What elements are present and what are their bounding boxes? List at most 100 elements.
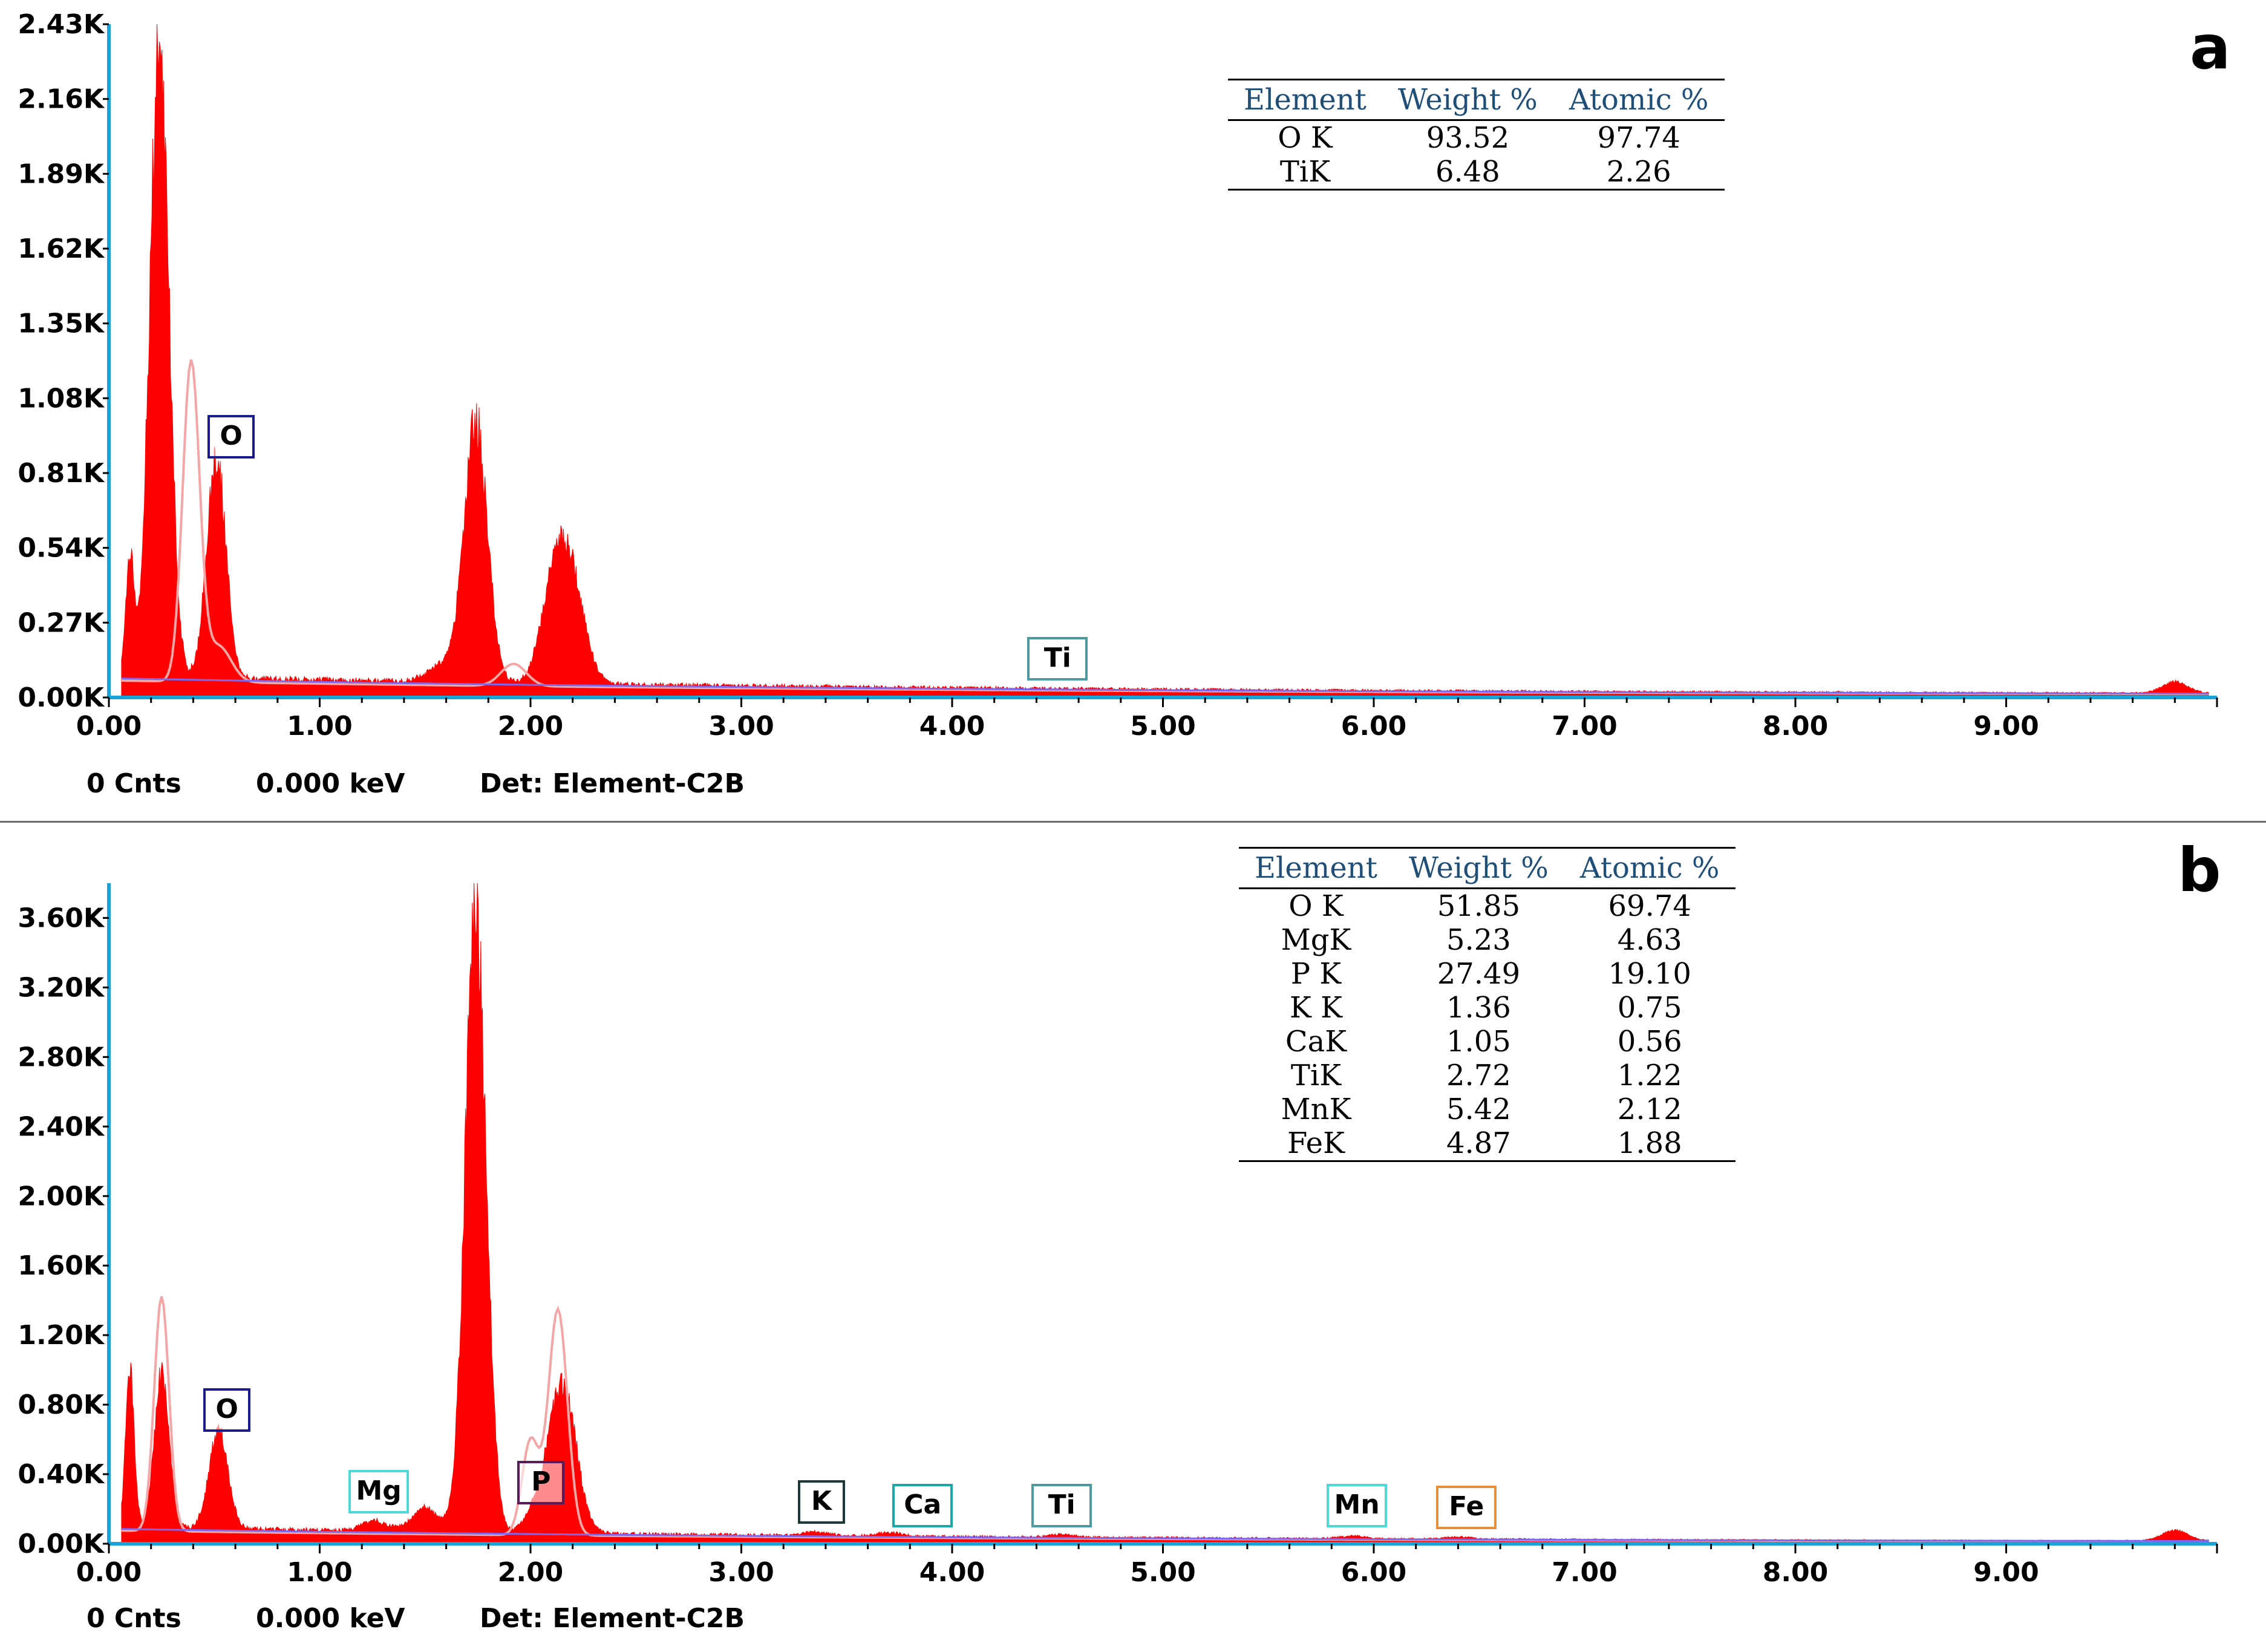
table-row: TiK 2.72 1.22 (1239, 1059, 1735, 1092)
table-cell-atomic: 4.63 (1617, 923, 1682, 957)
table-cell-element: MgK (1281, 923, 1351, 957)
x-tick-label: 6.00 (1341, 711, 1407, 742)
panel-label-b: b (2178, 835, 2221, 906)
table-cell-element: K K (1289, 991, 1342, 1025)
spectrum-background-line (121, 1528, 2209, 1543)
spectrum-panel-b: 0.00K 0.40K 0.80K 1.20K 1.60K 2.00K 2.40K 2.80K… (0, 829, 2266, 1652)
element-marker-ti: Ti (1027, 636, 1088, 681)
table-cell-atomic: 19.10 (1608, 957, 1691, 991)
element-marker-ti: Ti (1031, 1483, 1092, 1527)
x-tick-label: 2.00 (498, 711, 564, 742)
table-row: TiK 6.48 2.26 (1228, 155, 1725, 191)
table-cell-atomic: 0.75 (1617, 991, 1682, 1025)
x-tick-label: 3.00 (708, 711, 774, 742)
table-row: O K 51.85 69.74 (1239, 889, 1735, 924)
y-tick-label: 0.81K (18, 458, 105, 489)
element-marker-p: P (517, 1461, 565, 1505)
x-tick-label: 0.00 (76, 1557, 142, 1588)
table-cell-weight: 1.36 (1446, 991, 1511, 1025)
x-tick-label: 0.00 (76, 711, 142, 742)
x-tick-label: 7.00 (1552, 711, 1618, 742)
element-marker-mg: Mg (348, 1469, 410, 1513)
table-header-weight: Weight % (1393, 847, 1564, 889)
y-tick-label: 1.60K (18, 1250, 105, 1281)
y-tick-label: 2.43K (18, 9, 105, 40)
status-energy-a: 0.000 keV (256, 768, 405, 799)
table-cell-atomic: 69.74 (1608, 889, 1691, 923)
composition-table-b: Element Weight % Atomic % O K 51.85 69.7… (1239, 847, 1735, 1162)
table-cell-weight: 27.49 (1437, 957, 1521, 991)
table-cell-atomic: 1.22 (1617, 1059, 1682, 1092)
spectrum-fit-line (121, 359, 2209, 696)
table-cell-atomic: 2.12 (1617, 1092, 1682, 1126)
y-tick-label: 0.40K (18, 1459, 105, 1490)
element-marker-mn: Mn (1327, 1483, 1388, 1527)
table-row: P K 27.49 19.10 (1239, 957, 1735, 991)
element-marker-o: O (203, 1388, 251, 1432)
x-tick-label: 4.00 (919, 1557, 985, 1588)
x-tick-label: 1.00 (287, 1557, 353, 1588)
table-header-element: Element (1228, 79, 1382, 121)
status-counts-b: 0 Cnts (87, 1603, 181, 1634)
y-tick-label: 2.16K (18, 84, 105, 115)
status-energy-b: 0.000 keV (256, 1603, 405, 1634)
table-cell-element: P K (1290, 957, 1342, 991)
table-row: O K 93.52 97.74 (1228, 120, 1725, 155)
table-cell-element: O K (1288, 889, 1344, 923)
element-marker-o: O (207, 415, 255, 459)
table-cell-atomic: 2.26 (1553, 155, 1725, 191)
table-cell-atomic: 0.56 (1617, 1025, 1682, 1059)
spectrum-fill (121, 883, 2209, 1544)
table-cell-element: O K (1278, 121, 1333, 155)
x-tick-label: 5.00 (1130, 711, 1196, 742)
status-detector-a: Det: Element-C2B (480, 768, 745, 799)
spectrum-chart-a: 0.00K 0.27K 0.54K 0.81K 1.08K 1.35K 1.62K 1.89K… (18, 9, 2218, 742)
status-counts-a: 0 Cnts (87, 768, 181, 799)
panel-label-a: a (2190, 12, 2231, 83)
table-cell-element: TiK (1228, 155, 1382, 191)
y-tick-label: 2.40K (18, 1111, 105, 1142)
table-cell-atomic: 97.74 (1597, 121, 1680, 155)
y-tick-label: 0.00K (18, 1529, 105, 1559)
table-cell-weight: 2.72 (1446, 1059, 1511, 1092)
x-tick-label: 8.00 (1763, 1557, 1829, 1588)
spectrum-chart-b: 0.00K 0.40K 0.80K 1.20K 1.60K 2.00K 2.40K 2.80K… (18, 883, 2218, 1588)
table-cell-weight: 5.42 (1446, 1092, 1511, 1126)
table-cell-weight: 5.23 (1446, 923, 1511, 957)
table-header-atomic: Atomic % (1564, 847, 1735, 889)
y-tick-label: 1.20K (18, 1320, 105, 1351)
x-tick-label: 5.00 (1130, 1557, 1196, 1588)
y-tick-label: 3.20K (18, 972, 105, 1003)
table-row: MgK 5.23 4.63 (1239, 923, 1735, 957)
y-tick-label: 2.00K (18, 1181, 105, 1212)
x-tick-label: 3.00 (708, 1557, 774, 1588)
y-tick-label: 1.62K (18, 233, 105, 264)
table-row: FeK 4.87 1.88 (1239, 1126, 1735, 1162)
y-tick-label: 0.54K (18, 533, 105, 564)
table-row: K K 1.36 0.75 (1239, 991, 1735, 1025)
panel-divider (0, 821, 2266, 823)
table-cell-weight: 4.87 (1393, 1126, 1564, 1162)
y-tick-label: 2.80K (18, 1042, 105, 1072)
y-tick-label: 0.80K (18, 1389, 105, 1420)
x-tick-label: 9.00 (1973, 711, 2039, 742)
spectrum-panel-a: 0.00K 0.27K 0.54K 0.81K 1.08K 1.35K 1.62K 1.89K… (0, 0, 2266, 820)
x-tick-label: 6.00 (1341, 1557, 1407, 1588)
table-row: MnK 5.42 2.12 (1239, 1092, 1735, 1126)
table-cell-atomic: 1.88 (1564, 1126, 1735, 1162)
y-tick-label: 1.35K (18, 309, 105, 339)
spectrum-fill (121, 24, 2209, 698)
spectrum-fit-line (121, 1296, 2209, 1543)
y-tick-label: 1.08K (18, 383, 105, 414)
table-cell-element: MnK (1281, 1092, 1351, 1126)
table-cell-element: FeK (1239, 1126, 1393, 1162)
x-tick-label: 8.00 (1763, 711, 1829, 742)
table-cell-weight: 51.85 (1437, 889, 1521, 923)
table-cell-weight: 93.52 (1426, 121, 1510, 155)
x-tick-label: 7.00 (1552, 1557, 1618, 1588)
table-cell-weight: 1.05 (1446, 1025, 1511, 1059)
x-tick-label: 9.00 (1973, 1557, 2039, 1588)
y-tick-label: 0.00K (18, 682, 105, 713)
y-tick-label: 3.60K (18, 903, 105, 933)
status-detector-b: Det: Element-C2B (480, 1603, 745, 1634)
